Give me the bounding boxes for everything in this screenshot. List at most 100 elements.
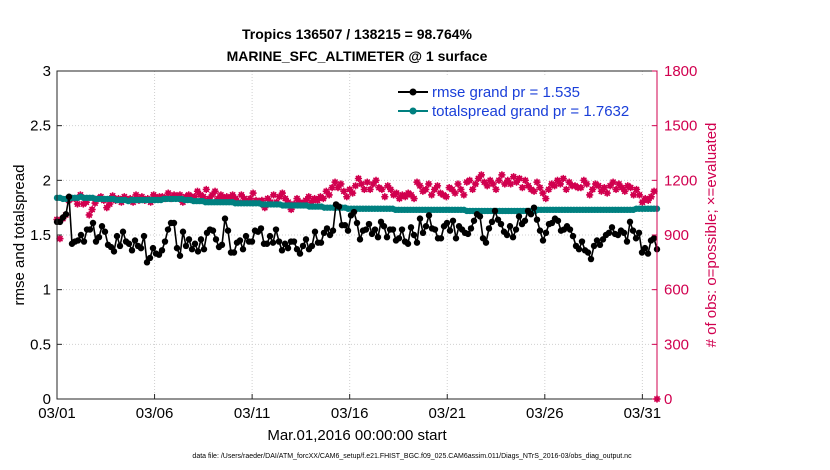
data-point xyxy=(212,236,220,243)
data-point xyxy=(264,194,272,203)
data-point xyxy=(515,213,523,220)
data-point xyxy=(197,236,205,243)
data-point xyxy=(86,226,94,233)
data-point xyxy=(644,250,652,257)
data-point xyxy=(530,204,538,211)
data-point xyxy=(556,180,565,188)
x-tick-label: 03/06 xyxy=(136,405,174,422)
data-point xyxy=(603,189,611,197)
data-point xyxy=(173,244,181,252)
y-right-tick-label: 600 xyxy=(664,282,689,299)
data-point xyxy=(161,238,169,245)
y-axis-right: 0 300 600 900 1200 1500 1800 xyxy=(652,63,697,408)
data-point xyxy=(360,185,368,194)
data-point xyxy=(627,184,635,192)
legend-box xyxy=(391,76,652,124)
data-point xyxy=(302,236,310,243)
data-point xyxy=(323,225,331,232)
data-point xyxy=(275,238,283,245)
y-left-tick-label: 0 xyxy=(43,391,51,408)
data-point xyxy=(362,226,370,233)
legend-rmse-label: rmse grand pr = 1.535 xyxy=(432,84,580,101)
data-point xyxy=(495,176,503,184)
data-point xyxy=(489,180,497,188)
data-point xyxy=(612,185,620,194)
data-point xyxy=(542,229,550,237)
y-left-tick-label: 2.5 xyxy=(30,118,51,135)
data-point xyxy=(594,182,603,190)
y-right-tick-label: 0 xyxy=(664,391,672,408)
data-point xyxy=(395,194,404,203)
y-left-tick-label: 2 xyxy=(43,172,51,189)
x-tick-label: 03/26 xyxy=(526,405,564,422)
legend-spread-marker xyxy=(409,107,417,115)
data-point xyxy=(609,178,617,186)
data-point xyxy=(404,240,412,247)
data-point xyxy=(372,176,380,184)
data-point xyxy=(164,189,172,197)
data-point xyxy=(566,226,574,233)
data-point xyxy=(351,182,360,190)
data-point xyxy=(410,231,418,239)
data-point xyxy=(562,185,570,194)
data-point xyxy=(589,185,597,194)
y-axis-left-label: rmse and totalspread xyxy=(11,165,28,306)
data-point xyxy=(305,193,313,201)
data-point xyxy=(512,226,520,233)
data-point xyxy=(158,247,166,254)
data-point xyxy=(575,246,583,253)
totalspread-series xyxy=(53,193,661,215)
data-point xyxy=(492,185,500,194)
data-point xyxy=(116,242,124,250)
legend: rmse grand pr = 1.535 totalspread grand … xyxy=(391,76,652,124)
data-point xyxy=(224,227,232,234)
data-point xyxy=(584,249,592,256)
data-point xyxy=(620,229,628,237)
y-right-tick-label: 1200 xyxy=(664,172,697,189)
data-point xyxy=(349,189,357,197)
data-point xyxy=(275,193,284,201)
data-point xyxy=(437,235,445,242)
data-point xyxy=(498,171,506,179)
data-point xyxy=(278,247,286,254)
data-point xyxy=(533,216,541,223)
legend-spread-label: totalspread grand pr = 1.7632 xyxy=(432,103,629,120)
data-point xyxy=(125,240,133,247)
data-point xyxy=(149,244,157,252)
data-point xyxy=(239,246,247,253)
data-point xyxy=(337,180,345,188)
x-axis: 03/01 03/06 03/11 03/16 03/21 03/26 03/31 xyxy=(38,394,661,422)
data-point xyxy=(176,252,184,259)
data-point xyxy=(608,224,616,231)
data-point xyxy=(469,185,477,194)
data-point xyxy=(451,189,459,197)
data-point xyxy=(518,184,526,192)
data-point xyxy=(635,229,643,237)
data-point xyxy=(600,184,608,192)
data-point xyxy=(344,227,352,234)
data-point xyxy=(428,191,436,199)
data-point xyxy=(431,226,439,233)
data-point xyxy=(110,248,118,255)
data-point xyxy=(480,178,488,186)
rmse-series xyxy=(53,193,661,266)
data-point xyxy=(536,227,544,234)
y-right-tick-label: 1800 xyxy=(664,63,697,80)
data-point xyxy=(590,242,598,250)
data-point xyxy=(580,176,588,184)
data-point xyxy=(471,180,480,188)
data-point xyxy=(65,193,73,200)
x-tick-label: 03/01 xyxy=(38,405,76,422)
data-point xyxy=(410,194,418,203)
data-point xyxy=(249,189,257,197)
data-point xyxy=(530,187,538,195)
data-point xyxy=(217,191,225,199)
data-point xyxy=(578,238,586,245)
data-point xyxy=(452,235,460,242)
data-point xyxy=(371,226,379,233)
data-file-footer: data file: /Users/raeder/DAI/ATM_forcXX/… xyxy=(192,453,632,460)
data-point xyxy=(56,235,64,243)
data-point xyxy=(474,174,483,183)
y-right-tick-label: 300 xyxy=(664,336,689,353)
data-point xyxy=(179,228,187,235)
